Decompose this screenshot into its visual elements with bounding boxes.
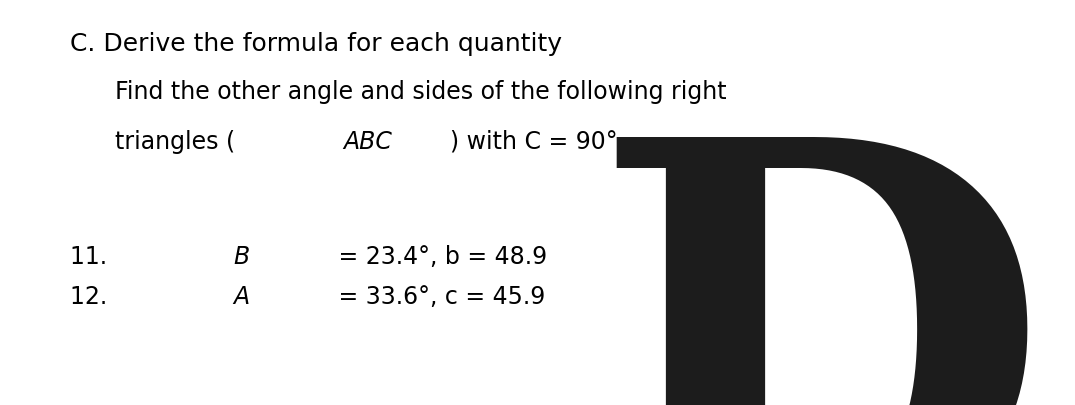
Text: 12.: 12. bbox=[70, 284, 115, 308]
Text: B: B bbox=[233, 244, 249, 269]
Text: D: D bbox=[591, 120, 1049, 405]
Text: triangles (: triangles ( bbox=[115, 130, 235, 153]
Text: 11.: 11. bbox=[70, 244, 115, 269]
Text: Find the other angle and sides of the following right: Find the other angle and sides of the fo… bbox=[115, 80, 727, 104]
Text: A: A bbox=[233, 284, 249, 308]
Text: = 23.4°, b = 48.9: = 23.4°, b = 48.9 bbox=[331, 244, 547, 269]
Text: = 33.6°, c = 45.9: = 33.6°, c = 45.9 bbox=[331, 284, 546, 308]
Text: ABC: ABC bbox=[344, 130, 392, 153]
Text: ) with C = 90°: ) with C = 90° bbox=[449, 130, 617, 153]
Text: C. Derive the formula for each quantity: C. Derive the formula for each quantity bbox=[70, 32, 562, 56]
